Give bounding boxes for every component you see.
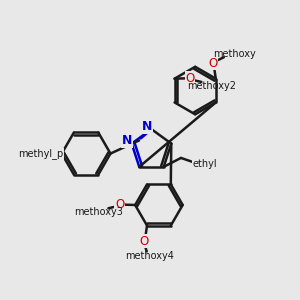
- Text: methoxy: methoxy: [213, 49, 256, 59]
- Text: O: O: [185, 72, 195, 85]
- Text: methyl_p: methyl_p: [18, 148, 64, 159]
- Text: methoxy4: methoxy4: [126, 251, 174, 262]
- Text: ethyl: ethyl: [192, 159, 217, 169]
- Text: methoxy3: methoxy3: [74, 207, 123, 217]
- Text: O: O: [115, 198, 124, 211]
- Text: N: N: [122, 134, 132, 147]
- Text: O: O: [208, 57, 218, 70]
- Text: N: N: [142, 120, 152, 133]
- Text: methoxy2: methoxy2: [187, 81, 236, 91]
- Text: O: O: [140, 235, 149, 248]
